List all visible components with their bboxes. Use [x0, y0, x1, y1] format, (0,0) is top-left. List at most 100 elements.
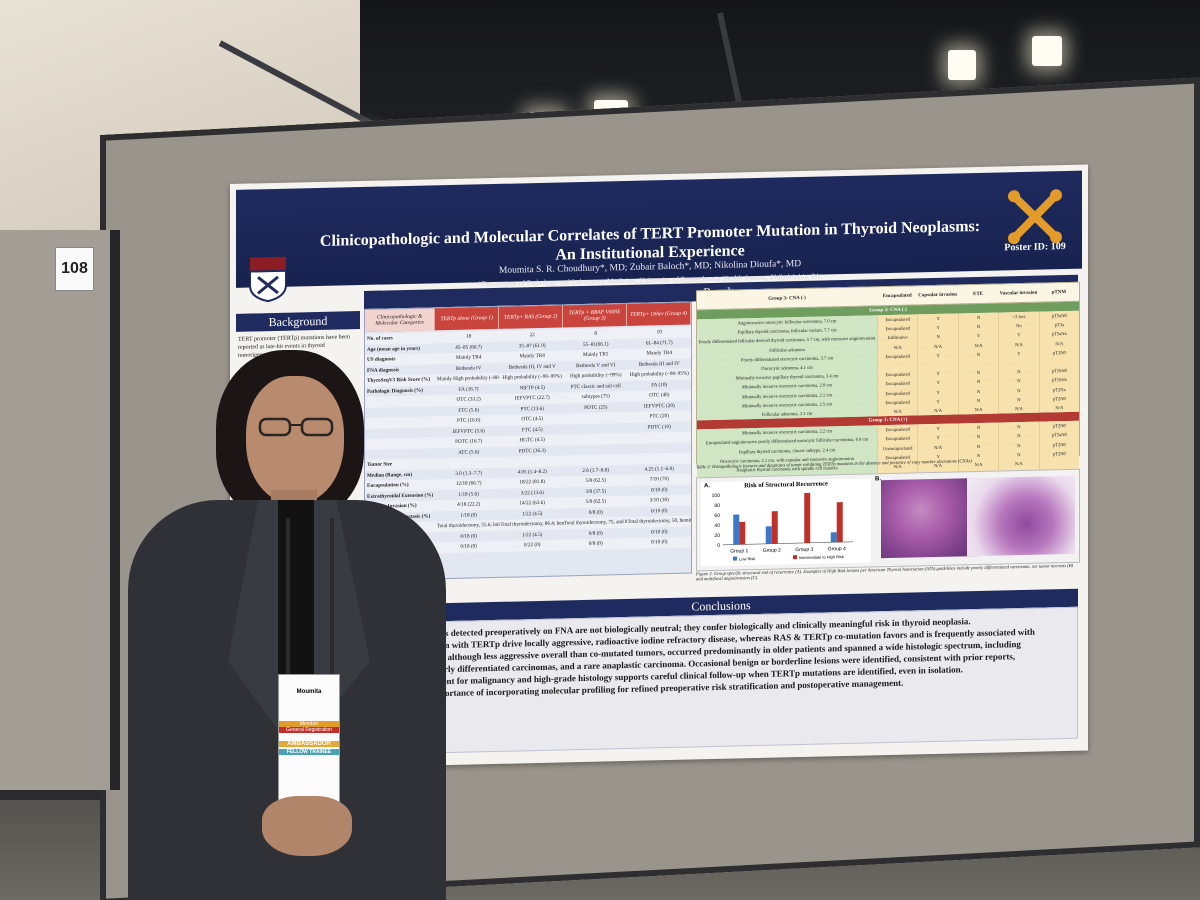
- results-cell: Bethesda V and VI: [576, 362, 616, 369]
- results-cell: 3/22 (13.6): [520, 489, 544, 497]
- results-cell: 35–87 (61.9): [518, 342, 546, 350]
- results-cell: PTC (13.6): [520, 405, 544, 413]
- results-cell: [564, 438, 628, 439]
- results-cell: Bethesda III, IV and V: [508, 363, 556, 371]
- results-cell: [564, 428, 628, 429]
- results-header-cell: TERTp+ RAS (Group 2): [499, 305, 564, 329]
- results-cell: 5/8 (62.5): [585, 477, 606, 485]
- results-cell: PTC (20): [649, 413, 669, 420]
- y-tick-label: 20: [714, 533, 720, 539]
- results-cell: [627, 447, 691, 448]
- research-poster: Clinicopathologic and Molecular Correlat…: [230, 164, 1088, 771]
- bar-low-risk: [830, 532, 837, 543]
- results-cell: FA (10): [651, 381, 668, 389]
- figure-panel: A. Risk of Structural Recurrence 0 20 40 60…: [696, 468, 1080, 572]
- presenter-hands: [262, 796, 352, 856]
- results-cell: 3/8 (37.5): [585, 488, 606, 495]
- results-cell: 0/10 (0): [650, 507, 668, 515]
- results-cell: 18: [466, 333, 472, 340]
- results-header-cell: TERTp + BRAF V600E (Group 3): [563, 303, 628, 328]
- board-number: 108: [55, 247, 94, 291]
- results-cell: [627, 458, 691, 459]
- badge-name: Moumita: [296, 689, 322, 695]
- y-tick-label: 100: [712, 493, 721, 499]
- presenter-face: [246, 376, 344, 504]
- results-cell: PDTC (10): [647, 423, 671, 431]
- results-cell: PDTC (36.3): [518, 447, 546, 455]
- histology-image-c: [967, 475, 1075, 557]
- results-cell: 0/10 (0): [650, 486, 668, 494]
- histopathology-cell: N/A: [877, 406, 918, 417]
- y-tick-label: 40: [714, 523, 720, 529]
- histopathology-header-cell: ETE: [973, 291, 984, 297]
- results-cell: 0/8 (0): [588, 530, 603, 537]
- results-cell: Bethesda III and IV: [638, 360, 680, 368]
- results-header-cell: TERTp alone (Group 1): [435, 306, 500, 331]
- results-cell: 14/22 (63.6): [519, 500, 545, 507]
- results-cell: PDTC (25): [584, 404, 608, 411]
- ceiling-light: [1032, 36, 1062, 66]
- conference-logo-icon: [1008, 189, 1062, 245]
- results-cell: Total thyroidectomy, 50, hemithyroidecto…: [627, 517, 691, 526]
- bar-low-risk: [733, 514, 740, 545]
- results-cell: Total thyroidectomy, 86.4; hemithyroidec…: [500, 520, 564, 529]
- y-tick-label: 80: [714, 503, 720, 509]
- legend-swatch: [793, 555, 797, 560]
- x-tick-label: Group 2: [763, 547, 781, 553]
- badge-ribbon-fellow: FELLOW TRAINEE: [279, 749, 339, 755]
- results-cell: Mainly TR5: [582, 351, 609, 359]
- bar-high-risk: [739, 521, 746, 545]
- histopathology-rows-group-a: Angioinvasive oncocytic follicular carci…: [697, 310, 1080, 421]
- legend-swatch: [733, 556, 737, 561]
- badge-role: Member: [279, 721, 339, 727]
- background-section-heading: Background: [236, 311, 360, 332]
- display-board-side: [0, 230, 120, 790]
- ceiling-light: [948, 50, 976, 80]
- histopathology-cell: N/A: [957, 404, 999, 415]
- results-cell: 10: [656, 329, 662, 336]
- x-tick-label: Group 1: [730, 548, 748, 554]
- bar-high-risk: [836, 502, 843, 543]
- results-cell: [564, 449, 628, 450]
- results-cell: 8: [594, 330, 597, 337]
- results-cell: 18/22 (81.8): [519, 479, 545, 486]
- results-cell: 7/10 (70): [649, 476, 669, 483]
- poster-id: Poster ID: 109: [1004, 241, 1066, 254]
- results-cell: [500, 461, 564, 462]
- results-cell: [627, 437, 691, 438]
- histopathology-cell: N/A: [998, 403, 1039, 414]
- histopathology-cell: N/A: [917, 405, 958, 416]
- histopathology-cell: N/A: [1038, 402, 1080, 413]
- legend-label: Low Risk: [739, 556, 755, 561]
- results-cell: 0/22 (0): [523, 542, 541, 549]
- results-cell: IEFVPTC (22.7): [514, 394, 550, 402]
- bar-high-risk: [771, 511, 778, 544]
- results-cell: High probability (~99%): [569, 372, 622, 380]
- badge-ribbon-ambassador: AMBASSADOR: [279, 741, 339, 747]
- results-cell: HGTC (4.5): [519, 437, 545, 444]
- y-tick-label: 60: [714, 513, 720, 519]
- histopathology-table: Group 3: CNA (-) Encapsulated Capsular inv…: [696, 281, 1080, 485]
- results-cell: FTC (4.5): [521, 426, 543, 434]
- conference-badge: Moumita Member General Registration AMBA…: [278, 674, 340, 808]
- results-cell: High probability (~90–95%): [629, 370, 689, 379]
- results-cell: 1/22 (4.5): [521, 531, 543, 539]
- results-cell: Total thyroidectomy, 75, and hemithyroid…: [563, 519, 628, 527]
- results-header-cell: TERTp+ Other (Group 4): [627, 302, 691, 326]
- bar-high-risk: [804, 492, 811, 543]
- results-cell: 4.05 (1.4–8.2): [517, 468, 547, 476]
- results-cell: Mainly TR4: [519, 353, 545, 360]
- histopathology-header-cell: pTNM: [1051, 289, 1067, 295]
- results-cell: 61–84 (71.7): [645, 339, 673, 347]
- lanyard: [286, 518, 334, 678]
- chart-plot: 0 20 40 60 80 100 Group 1 Group 2 Group 3 Group 4…: [712, 492, 853, 561]
- x-tick-label: Group 3: [795, 547, 813, 553]
- x-tick-label: Group 4: [828, 546, 846, 552]
- results-cell: [564, 417, 628, 418]
- y-tick-label: 0: [717, 543, 720, 549]
- results-cell: 1/22 (4.5): [521, 510, 543, 518]
- results-cell: No. of cases: [367, 335, 393, 343]
- results-cell: High probability (~90–99%): [502, 373, 562, 382]
- results-cell: OTC (40): [649, 392, 670, 399]
